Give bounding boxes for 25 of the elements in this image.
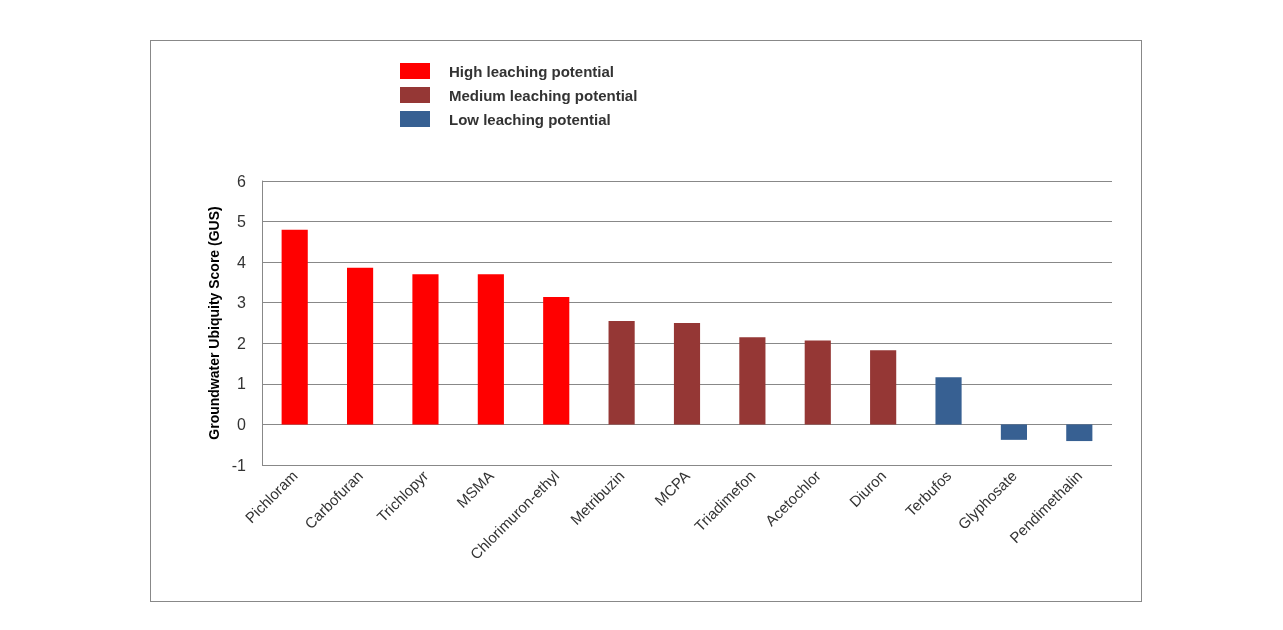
y-tick-label: 0 [237,415,247,433]
bar [281,229,308,425]
bar [804,340,831,425]
y-tick-label: 4 [237,253,247,271]
y-tick-label: 2 [237,334,247,352]
bar [347,267,374,425]
y-tick-label: -1 [231,456,247,474]
bar [673,323,701,425]
bar [739,337,766,425]
bar [1066,424,1093,442]
bar [935,377,962,425]
y-tick-label: 5 [237,213,247,231]
bar [870,350,897,425]
bar [543,297,570,425]
bar [1000,424,1027,440]
legend-label: Low leaching potential [449,110,611,128]
bar [477,274,504,425]
y-tick-label: 1 [237,375,247,393]
y-tick-label: 6 [237,172,247,190]
bar [412,274,439,425]
legend-label: High leaching potential [449,62,615,80]
bar [608,320,635,425]
legend-label: Medium leaching potential [449,86,638,104]
y-tick-label: 3 [237,294,247,312]
y-axis-title: Groundwater Ubiquity Score (GUS) [205,206,222,440]
